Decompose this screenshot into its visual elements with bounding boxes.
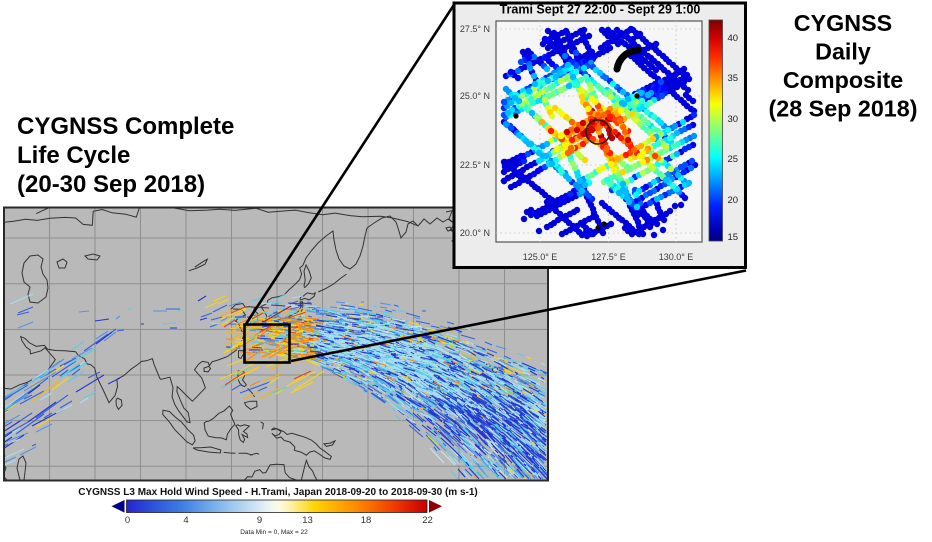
svg-text:Life Cycle: Life Cycle [17, 142, 130, 169]
svg-text:(28 Sep 2018): (28 Sep 2018) [769, 96, 918, 122]
svg-text:CYGNSS: CYGNSS [794, 10, 892, 36]
svg-text:20: 20 [728, 195, 739, 206]
svg-text:20.0° N: 20.0° N [460, 228, 490, 238]
svg-text:30: 30 [728, 114, 739, 125]
svg-text:22: 22 [422, 515, 433, 526]
svg-text:Data Min = 0, Max = 22: Data Min = 0, Max = 22 [240, 529, 308, 536]
svg-text:35: 35 [728, 73, 739, 84]
svg-text:9: 9 [257, 515, 262, 526]
svg-text:22.5° N: 22.5° N [460, 160, 490, 170]
svg-text:CYGNSS Complete: CYGNSS Complete [17, 113, 234, 140]
svg-text:127.5° E: 127.5° E [591, 252, 626, 262]
svg-text:Daily: Daily [815, 39, 871, 65]
svg-text:0: 0 [125, 515, 130, 526]
svg-text:13: 13 [302, 515, 313, 526]
svg-text:Trami Sept 27 22:00 - Sept 29: Trami Sept 27 22:00 - Sept 29 1:00 [500, 3, 701, 17]
svg-text:4: 4 [183, 515, 188, 526]
svg-text:(20-30 Sep 2018): (20-30 Sep 2018) [17, 171, 205, 198]
svg-text:25.0° N: 25.0° N [460, 91, 490, 101]
svg-text:25: 25 [728, 154, 739, 165]
svg-text:Composite: Composite [783, 67, 903, 93]
svg-text:125.0° E: 125.0° E [523, 252, 558, 262]
svg-text:CYGNSS L3 Max Hold Wind Speed: CYGNSS L3 Max Hold Wind Speed - H.Trami,… [78, 487, 477, 498]
svg-text:18: 18 [361, 515, 372, 526]
svg-text:15: 15 [728, 232, 739, 243]
svg-text:130.0° E: 130.0° E [659, 252, 694, 262]
svg-text:40: 40 [728, 33, 739, 44]
svg-text:27.5° N: 27.5° N [460, 24, 490, 34]
